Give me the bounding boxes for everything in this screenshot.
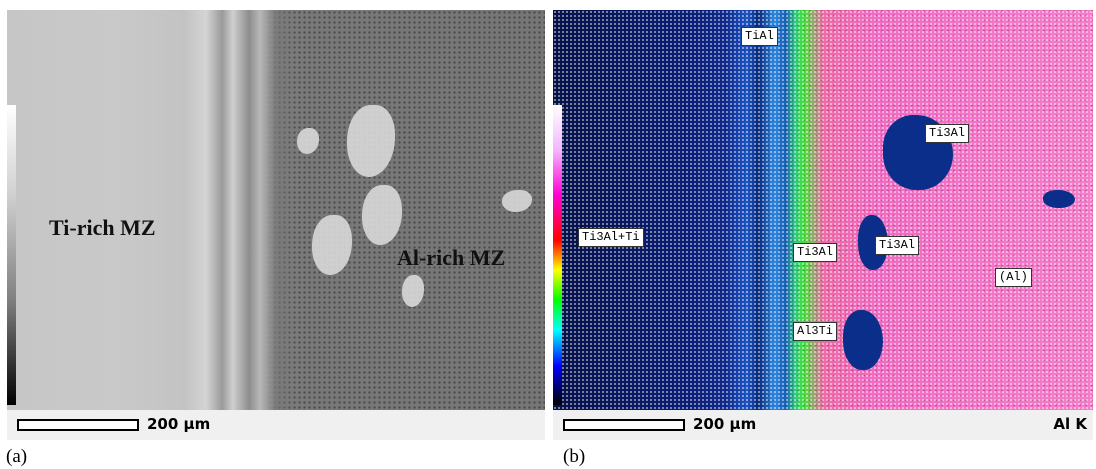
- grayscale-colorbar: [7, 105, 16, 405]
- sem-particle: [362, 185, 402, 245]
- tial-label: TiAl: [741, 27, 778, 46]
- eds-pocket: [1043, 190, 1075, 208]
- scale-label: 200 µm: [147, 415, 211, 433]
- eds-al-map: TiAl Ti3Al Ti3Al+Ti Ti3Al Ti3Al (Al) Al3…: [553, 10, 1093, 410]
- eds-pocket: [843, 310, 883, 370]
- ti3al-right-label: Ti3Al: [875, 236, 920, 255]
- eds-panel: TiAl Ti3Al Ti3Al+Ti Ti3Al Ti3Al (Al) Al3…: [553, 10, 1093, 440]
- spectrum-colorbar: [553, 105, 562, 405]
- caption-a: (a): [6, 446, 28, 467]
- sem-particle: [502, 190, 532, 212]
- sem-particle: [297, 128, 319, 154]
- ti3al-mid-label: Ti3Al: [793, 243, 838, 262]
- scale-label: 200 µm: [693, 415, 757, 433]
- eds-noise: [553, 10, 1093, 410]
- ti3al-top-label: Ti3Al: [925, 124, 970, 143]
- ti-rich-label: Ti-rich MZ: [49, 215, 156, 240]
- sem-particle: [312, 215, 352, 275]
- scale-bar: [17, 419, 139, 431]
- sem-texture: [7, 10, 545, 410]
- al3ti-label: Al3Ti: [793, 322, 838, 341]
- sem-micrograph: Ti-rich MZ Al-rich MZ: [7, 10, 545, 410]
- al-label: (Al): [995, 268, 1032, 287]
- element-label: Al K: [1053, 415, 1087, 433]
- al-rich-label: Al-rich MZ: [397, 245, 506, 270]
- scale-strip: 200 µm Al K: [553, 410, 1093, 440]
- caption-b: (b): [563, 446, 586, 467]
- scale-bar: [563, 419, 685, 431]
- ti3al-ti-label: Ti3Al+Ti: [578, 228, 644, 247]
- sem-particle: [402, 275, 424, 307]
- sem-panel: Ti-rich MZ Al-rich MZ 200 µm: [7, 10, 545, 440]
- sem-particle: [347, 105, 395, 177]
- scale-strip: 200 µm: [7, 410, 545, 440]
